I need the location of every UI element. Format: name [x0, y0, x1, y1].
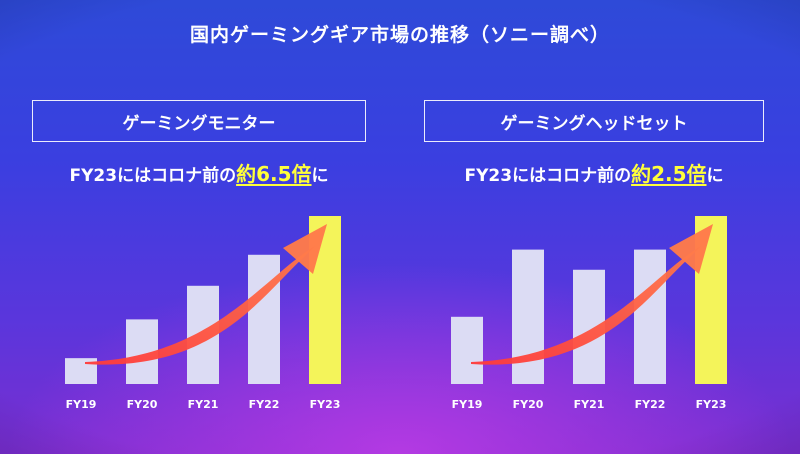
- headset-trend-arrow-body: [471, 246, 701, 365]
- headset-xlabel-fy20: FY20: [513, 398, 544, 411]
- chart-monitor: FY19 FY20 FY21 FY22 FY23: [50, 190, 370, 430]
- monitor-xlabel-fy23: FY23: [310, 398, 341, 411]
- page-title: 国内ゲーミングギア市場の推移（ソニー調べ）: [189, 24, 610, 46]
- headset-xlabel-fy23: FY23: [696, 398, 727, 411]
- headline-monitor-highlight: 約6.5倍: [236, 162, 312, 186]
- headline-headset: FY23にはコロナ前の 約2.5倍に: [424, 158, 764, 186]
- chart-headset-svg: FY19 FY20 FY21 FY22 FY23: [451, 216, 727, 411]
- panel-header-monitor: ゲーミングモニター: [32, 100, 366, 142]
- monitor-xlabel-fy22: FY22: [249, 398, 280, 411]
- headset-xlabel-fy19: FY19: [452, 398, 483, 411]
- monitor-xlabel-fy20: FY20: [127, 398, 158, 411]
- headset-xlabel-fy21: FY21: [574, 398, 605, 411]
- monitor-xlabel-fy21: FY21: [188, 398, 219, 411]
- panel-header-monitor-label: ゲーミングモニター: [122, 113, 276, 134]
- headset-bar-fy20: [512, 249, 544, 384]
- headline-headset-prefix: FY23にはコロナ前の: [464, 166, 632, 186]
- panel-header-headset-label: ゲーミングヘッドセット: [500, 113, 688, 134]
- headline-headset-suffix: に: [706, 166, 724, 186]
- headline-headset-highlight: 約2.5倍: [631, 162, 707, 186]
- headline-monitor-prefix: FY23にはコロナ前の: [69, 166, 237, 186]
- headline-monitor-suffix: に: [311, 166, 329, 186]
- headset-trend-arrow-head: [669, 224, 713, 274]
- monitor-trend-arrow-head: [283, 224, 327, 274]
- headset-bar-fy22: [634, 249, 666, 384]
- headline-monitor: FY23にはコロナ前の 約6.5倍に: [32, 158, 366, 186]
- monitor-xlabel-fy19: FY19: [66, 398, 97, 411]
- panel-header-headset: ゲーミングヘッドセット: [424, 100, 764, 142]
- monitor-bar-fy22: [248, 254, 280, 384]
- headset-xlabel-fy22: FY22: [635, 398, 666, 411]
- headset-bar-fy19: [451, 316, 483, 384]
- chart-monitor-svg: FY19 FY20 FY21 FY22 FY23: [65, 216, 341, 411]
- chart-headset: FY19 FY20 FY21 FY22 FY23: [436, 190, 756, 430]
- monitor-trend-arrow-body: [85, 246, 315, 365]
